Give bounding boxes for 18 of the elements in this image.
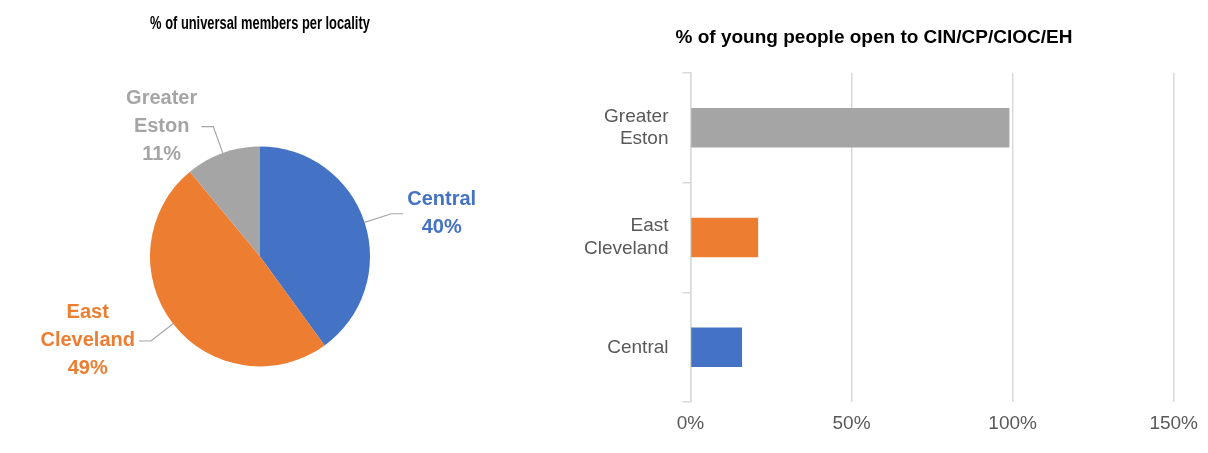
y-tick-label: Central — [607, 335, 669, 357]
bar — [691, 107, 1010, 148]
data-label: 40% — [421, 215, 462, 238]
data-label: 11% — [142, 142, 182, 165]
data-label: 49% — [67, 356, 108, 379]
chart-title: % of young people open to CIN/CP/CIOC/EH — [675, 25, 1073, 47]
chart-title: % of universal members per locality — [150, 11, 370, 33]
y-tick-label: Greater Eston — [604, 104, 670, 149]
y-tick-label: East Cleveland — [584, 214, 670, 259]
slice-label: Greater Eston — [126, 86, 198, 137]
bar — [691, 217, 759, 258]
x-tick-label: 150% — [1149, 411, 1199, 433]
x-tick-label: 100% — [988, 411, 1038, 433]
slice-label: Central — [407, 187, 477, 210]
slice-label: East Cleveland — [40, 300, 135, 351]
x-tick-label: 50% — [832, 411, 871, 433]
x-tick-label: 0% — [676, 411, 705, 433]
bar — [691, 327, 743, 368]
